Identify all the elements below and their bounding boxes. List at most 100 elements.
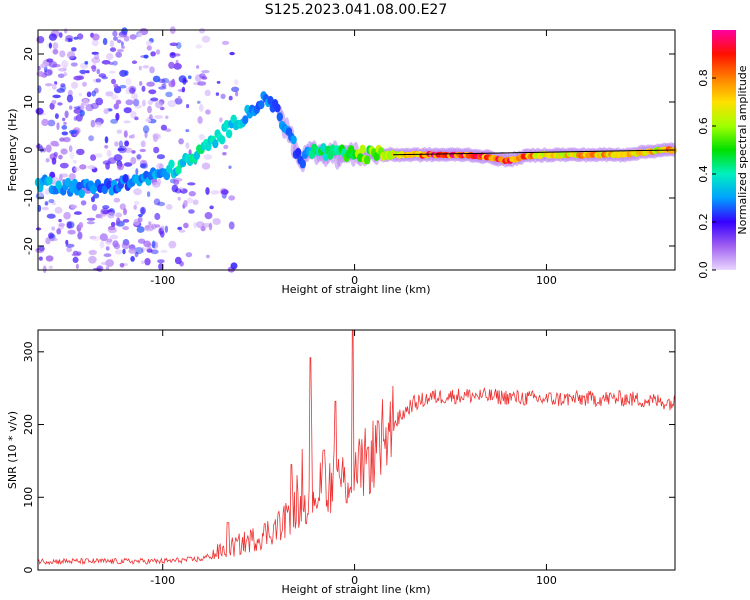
- noise-speckle: [146, 81, 155, 87]
- noise-speckle: [91, 57, 101, 64]
- noise-speckle: [137, 213, 143, 218]
- noise-speckle: [77, 231, 83, 240]
- noise-speckle: [110, 94, 119, 100]
- noise-speckle: [66, 51, 76, 59]
- ridge-point: [225, 129, 233, 139]
- noise-speckle: [114, 249, 123, 255]
- noise-speckle: [75, 263, 79, 270]
- ridge-point: [101, 185, 109, 195]
- noise-speckle: [152, 134, 159, 143]
- noise-speckle: [165, 128, 172, 132]
- noise-speckle: [157, 201, 166, 207]
- noise-speckle: [52, 94, 61, 99]
- noise-speckle: [118, 31, 128, 38]
- noise-speckle: [150, 249, 159, 255]
- noise-speckle: [160, 124, 167, 131]
- noise-speckle: [135, 168, 139, 176]
- noise-speckle: [116, 217, 121, 226]
- noise-speckle: [164, 225, 169, 233]
- noise-speckle: [116, 49, 124, 53]
- noise-speckle: [100, 211, 104, 219]
- noise-speckle: [150, 51, 156, 57]
- noise-speckle: [148, 221, 152, 226]
- noise-speckle: [173, 53, 181, 57]
- noise-speckle: [161, 77, 170, 84]
- noise-speckle: [48, 265, 53, 269]
- snr-frame: [37, 329, 676, 571]
- noise-speckle: [51, 83, 57, 90]
- noise-speckle: [79, 69, 87, 74]
- noise-speckle: [87, 165, 96, 170]
- noise-speckle: [68, 173, 76, 181]
- noise-speckle: [205, 109, 211, 115]
- noise-speckle: [149, 66, 155, 74]
- noise-speckle: [175, 59, 179, 67]
- noise-speckle: [149, 114, 153, 121]
- noise-speckle: [46, 58, 54, 63]
- noise-speckle: [57, 102, 63, 106]
- noise-speckle: [122, 219, 130, 223]
- noise-speckle: [133, 204, 137, 210]
- noise-speckle: [148, 89, 157, 95]
- noise-speckle: [47, 119, 56, 127]
- noise-speckle: [174, 256, 182, 265]
- spectrogram-y-label: Frequency (Hz): [6, 109, 19, 192]
- noise-speckle: [61, 60, 69, 68]
- noise-speckle: [58, 218, 62, 223]
- noise-speckle: [150, 97, 159, 102]
- noise-speckle: [129, 34, 137, 40]
- noise-speckle: [177, 95, 181, 100]
- noise-speckle: [171, 184, 179, 193]
- noise-speckle: [91, 236, 101, 241]
- snr-x-label: Height of straight line (km): [281, 583, 430, 596]
- noise-speckle: [51, 226, 56, 231]
- noise-speckle: [66, 246, 72, 253]
- ridge-point: [205, 142, 212, 152]
- noise-speckle: [38, 256, 43, 261]
- ridge-point: [78, 189, 85, 199]
- noise-speckle: [80, 200, 87, 206]
- noise-speckle: [173, 63, 182, 70]
- noise-speckle: [65, 243, 75, 248]
- noise-speckle: [137, 32, 143, 38]
- peak-frequency-line: [392, 149, 676, 156]
- noise-speckle: [196, 65, 200, 69]
- noise-speckle: [114, 141, 119, 147]
- noise-speckle: [131, 60, 138, 64]
- noise-speckle: [141, 85, 146, 92]
- ridge-point: [359, 144, 366, 154]
- noise-speckle: [58, 223, 65, 227]
- noise-speckle: [177, 226, 183, 231]
- noise-speckle: [70, 62, 78, 67]
- noise-speckle: [158, 86, 167, 90]
- noise-speckle: [141, 260, 144, 265]
- noise-speckle: [117, 34, 125, 39]
- noise-speckle: [119, 263, 125, 268]
- noise-speckle: [228, 221, 235, 230]
- noise-speckle: [63, 211, 71, 220]
- noise-speckle: [68, 145, 73, 153]
- noise-speckle: [123, 162, 133, 167]
- noise-speckle: [44, 201, 49, 206]
- noise-speckle: [204, 212, 213, 220]
- noise-speckle: [221, 40, 230, 45]
- noise-speckle: [181, 86, 186, 93]
- snr-marks: [37, 329, 675, 566]
- noise-speckle: [142, 125, 150, 134]
- noise-speckle: [147, 100, 153, 105]
- y-tick-label: 0: [22, 567, 35, 574]
- noise-speckle: [146, 45, 152, 51]
- noise-speckle: [154, 115, 163, 119]
- noise-speckle: [183, 200, 188, 208]
- colorbar-label: Normalized spectral amplitude: [736, 65, 749, 234]
- ridge-point: [168, 159, 175, 169]
- noise-speckle: [101, 60, 111, 65]
- noise-speckle: [109, 70, 116, 74]
- noise-speckle: [208, 222, 213, 231]
- noise-speckle: [201, 162, 211, 170]
- noise-speckle: [142, 99, 146, 107]
- noise-speckle: [151, 240, 156, 249]
- noise-speckle: [117, 147, 125, 152]
- noise-speckle: [134, 251, 139, 258]
- noise-speckle: [94, 87, 99, 94]
